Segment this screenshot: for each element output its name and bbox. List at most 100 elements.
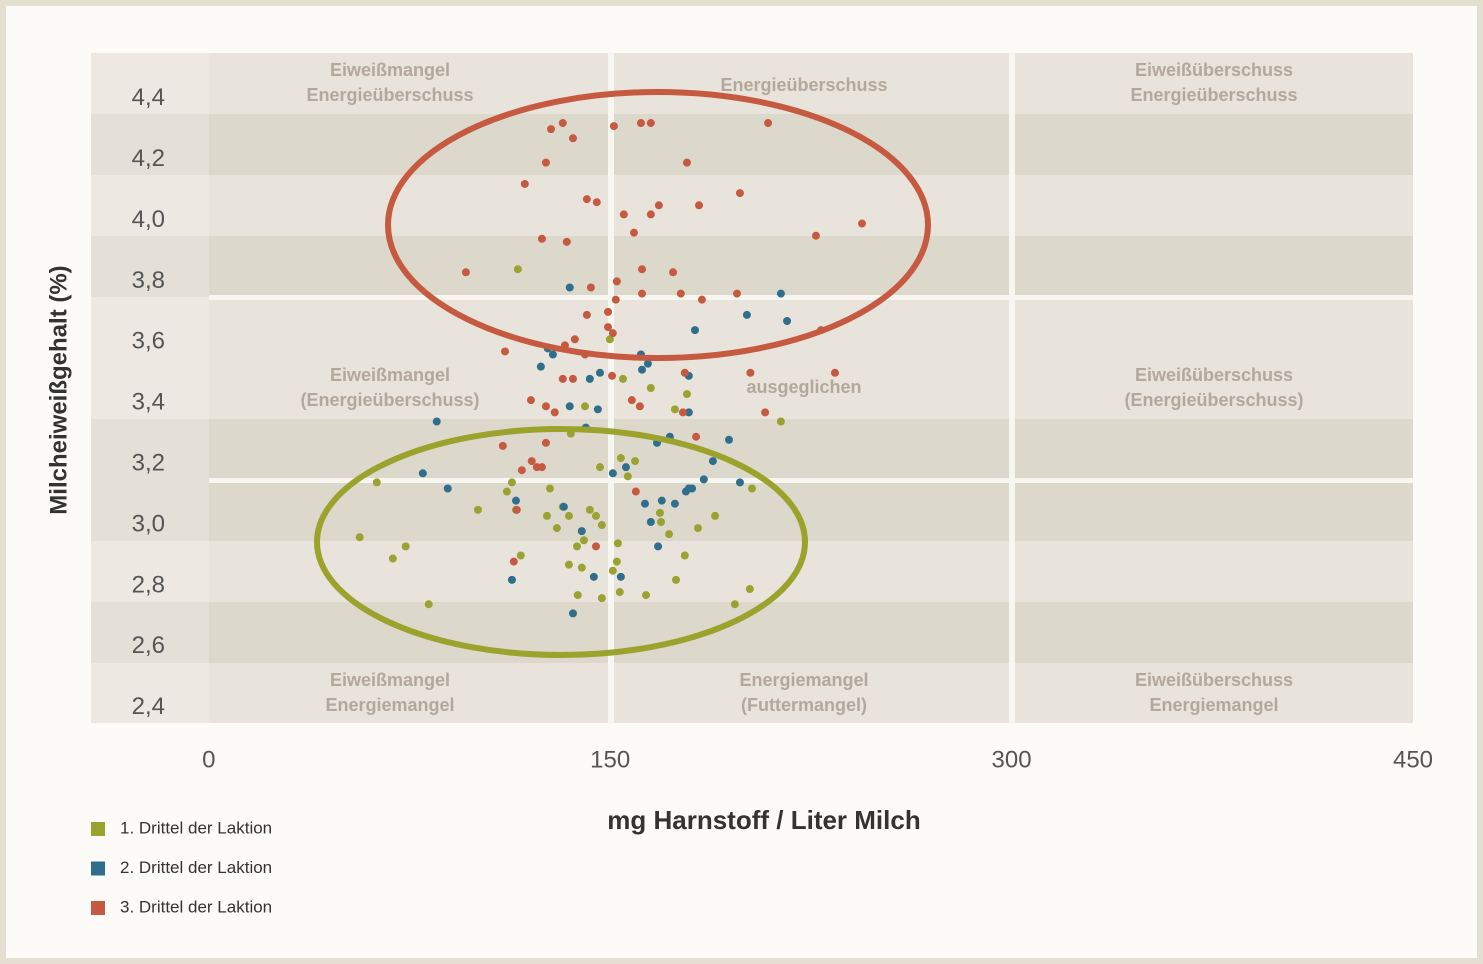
point [559, 502, 568, 511]
point [616, 572, 625, 581]
point [646, 384, 655, 392]
point [636, 119, 645, 128]
point [509, 557, 518, 566]
highlight-ellipse [314, 426, 808, 658]
zone-label: (Energieüberschuss) [1124, 390, 1303, 410]
zone-label: ausgeglichen [746, 377, 861, 397]
point [507, 575, 516, 584]
point [612, 277, 621, 286]
point [830, 368, 839, 377]
point [502, 487, 511, 496]
zone-label: Energieüberschuss [1130, 85, 1297, 105]
point [527, 457, 536, 466]
point [608, 371, 617, 380]
point [568, 374, 577, 383]
point [564, 560, 573, 569]
point [735, 189, 744, 198]
point [654, 201, 663, 210]
point [526, 396, 535, 405]
point [615, 588, 624, 597]
point [643, 359, 652, 368]
y-tick-label: 2,8 [132, 571, 165, 598]
point [613, 539, 622, 548]
point [627, 396, 636, 405]
point [654, 542, 663, 551]
y-tick-label: 2,4 [132, 693, 165, 720]
zone-label: Energieüberschuss [720, 75, 887, 95]
point [568, 134, 577, 143]
point [608, 566, 617, 575]
point [616, 454, 625, 463]
point [513, 265, 522, 274]
point [586, 283, 595, 292]
point [682, 390, 691, 399]
point [640, 499, 649, 508]
point [498, 441, 507, 450]
point [623, 472, 632, 481]
point [699, 475, 708, 484]
y-tick-label: 4,2 [132, 145, 165, 172]
point [550, 408, 559, 417]
zone-label: Eiweißüberschuss [1135, 60, 1293, 80]
point [708, 457, 717, 466]
point [593, 405, 602, 414]
point [631, 457, 640, 466]
y-tick-label: 4,0 [132, 206, 165, 233]
point [605, 335, 614, 344]
point [657, 518, 666, 526]
point [635, 402, 644, 411]
point [748, 484, 756, 493]
point [372, 478, 381, 487]
y-tick-label: 3,2 [132, 449, 165, 476]
point [595, 463, 604, 472]
point [776, 289, 785, 298]
point [692, 432, 701, 441]
y-tick-label: 3,8 [132, 267, 165, 294]
point [608, 329, 617, 338]
point [604, 323, 613, 332]
legend-label: 1. Drittel der Laktion [120, 818, 272, 837]
y-tick-label: 3,4 [132, 389, 165, 416]
y-axis-label: Milcheiweißgehalt (%) [45, 265, 72, 514]
point [746, 368, 755, 377]
point [733, 289, 742, 298]
point [592, 198, 601, 207]
zone-label: Eiweißmangel [330, 670, 450, 690]
point [558, 374, 567, 383]
point [678, 408, 687, 417]
point [642, 591, 651, 600]
zone-label: (Futtermangel) [741, 695, 867, 715]
point [783, 317, 792, 325]
point [646, 119, 655, 128]
point [724, 435, 733, 444]
legend-swatch [91, 861, 105, 876]
point [857, 219, 866, 228]
point [764, 119, 773, 128]
legend-swatch [91, 822, 105, 836]
point [572, 542, 581, 551]
legend-swatch [91, 901, 105, 915]
y-tick-label: 3,0 [132, 510, 165, 537]
point [638, 289, 647, 298]
point [680, 551, 689, 560]
point [570, 335, 579, 344]
zone-label: (Energieüberschuss) [300, 390, 479, 410]
zone-label: Eiweißüberschuss [1135, 365, 1293, 385]
x-axis-label: mg Harnstoff / Liter Milch [607, 805, 920, 835]
point [577, 563, 586, 572]
point [684, 484, 693, 493]
point [682, 158, 691, 167]
point [669, 268, 678, 277]
point [564, 511, 573, 520]
point [520, 179, 529, 188]
x-tick-label: 0 [202, 746, 215, 773]
zone-label: Eiweißüberschuss [1135, 670, 1293, 690]
zone-label: Energiemangel [739, 670, 868, 690]
point [585, 374, 594, 383]
point [424, 600, 433, 609]
point [742, 310, 751, 319]
point [670, 499, 679, 508]
point [646, 518, 655, 526]
point [537, 234, 546, 243]
